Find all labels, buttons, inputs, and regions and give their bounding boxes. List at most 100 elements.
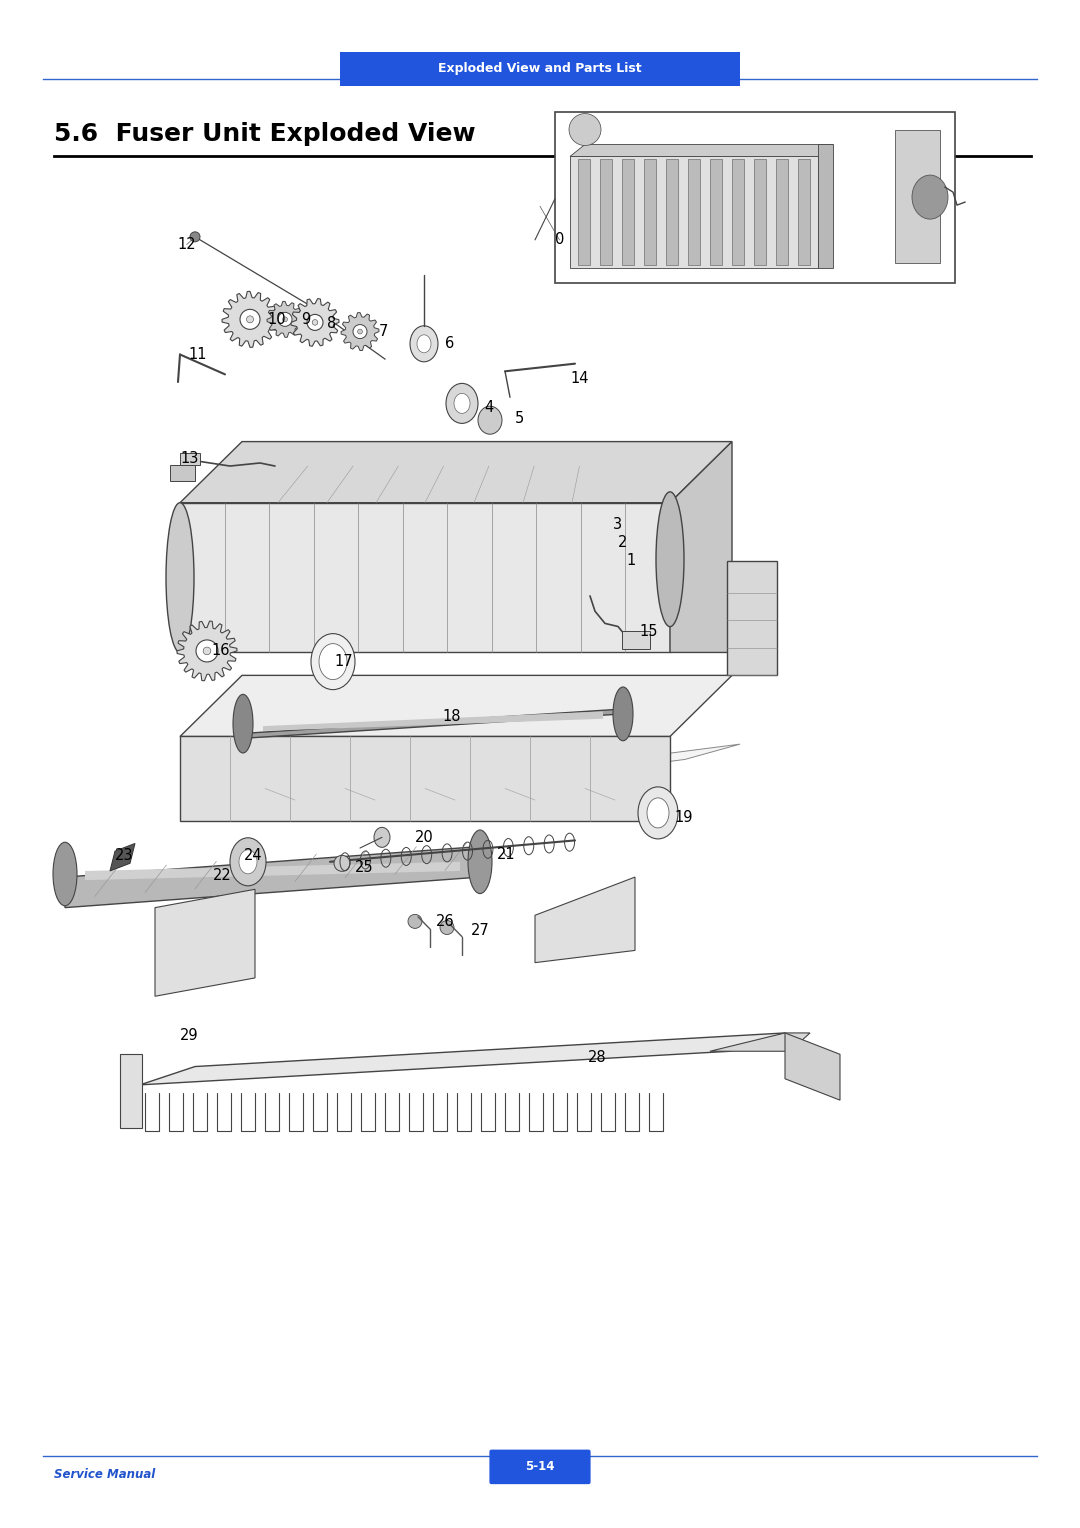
Bar	[622, 159, 634, 264]
Circle shape	[278, 312, 292, 327]
Circle shape	[203, 646, 211, 656]
Ellipse shape	[440, 920, 454, 935]
Polygon shape	[180, 675, 732, 736]
Text: 2: 2	[618, 535, 626, 550]
Circle shape	[312, 319, 318, 325]
Polygon shape	[110, 843, 135, 871]
Text: 12: 12	[177, 237, 197, 252]
Text: 5: 5	[515, 411, 524, 426]
Ellipse shape	[468, 830, 492, 894]
Text: 9: 9	[301, 312, 310, 327]
Circle shape	[240, 309, 260, 330]
Polygon shape	[180, 442, 732, 503]
Bar	[732, 159, 744, 264]
FancyBboxPatch shape	[489, 1450, 591, 1484]
Ellipse shape	[319, 643, 347, 680]
Polygon shape	[222, 292, 278, 347]
Ellipse shape	[230, 837, 266, 886]
Polygon shape	[140, 1033, 785, 1085]
Ellipse shape	[446, 384, 478, 423]
Text: 21: 21	[497, 847, 516, 862]
Text: 5.6  Fuser Unit Exploded View: 5.6 Fuser Unit Exploded View	[54, 122, 475, 147]
Text: 6: 6	[445, 336, 454, 351]
Bar	[120, 1054, 141, 1128]
Polygon shape	[180, 503, 670, 652]
Polygon shape	[570, 145, 833, 156]
Ellipse shape	[638, 787, 678, 839]
Bar	[578, 159, 590, 264]
Text: 24: 24	[243, 848, 262, 863]
Ellipse shape	[374, 827, 390, 848]
Ellipse shape	[233, 694, 253, 753]
Polygon shape	[156, 889, 255, 996]
Polygon shape	[670, 442, 732, 652]
Ellipse shape	[53, 842, 77, 906]
Ellipse shape	[410, 325, 438, 362]
Text: 10: 10	[267, 312, 286, 327]
Polygon shape	[264, 712, 603, 730]
Text: 25: 25	[354, 860, 374, 876]
Bar	[754, 159, 766, 264]
Text: 26: 26	[435, 914, 455, 929]
Circle shape	[307, 315, 323, 330]
Bar	[666, 159, 678, 264]
Ellipse shape	[647, 798, 669, 828]
Polygon shape	[177, 620, 237, 681]
Ellipse shape	[478, 406, 502, 434]
Text: 8: 8	[327, 316, 336, 332]
Polygon shape	[235, 744, 740, 817]
Polygon shape	[341, 313, 379, 350]
Text: 18: 18	[442, 709, 461, 724]
Bar	[798, 159, 810, 264]
Bar	[710, 159, 723, 264]
Ellipse shape	[166, 503, 194, 652]
Bar	[727, 561, 777, 675]
Polygon shape	[243, 709, 623, 738]
Polygon shape	[267, 301, 303, 338]
Bar	[644, 159, 656, 264]
Polygon shape	[535, 877, 635, 963]
Polygon shape	[818, 145, 833, 267]
Bar	[170, 466, 195, 481]
Text: 4: 4	[485, 400, 494, 416]
Text: Service Manual: Service Manual	[54, 1468, 156, 1481]
Text: 7: 7	[379, 324, 388, 339]
Text: Exploded View and Parts List: Exploded View and Parts List	[438, 63, 642, 75]
Ellipse shape	[454, 393, 470, 414]
Text: 27: 27	[471, 923, 490, 938]
Ellipse shape	[239, 850, 257, 874]
Text: 22: 22	[213, 868, 232, 883]
Polygon shape	[710, 1033, 810, 1051]
Ellipse shape	[613, 688, 633, 741]
Text: 23: 23	[114, 848, 134, 863]
Circle shape	[195, 640, 218, 662]
Bar	[688, 159, 700, 264]
Bar	[622, 631, 650, 649]
Ellipse shape	[190, 232, 200, 241]
Text: 14: 14	[570, 371, 590, 387]
Circle shape	[353, 324, 367, 339]
Text: 0: 0	[555, 232, 564, 248]
Text: 16: 16	[211, 643, 230, 659]
Bar	[555, 112, 955, 283]
Bar	[180, 452, 200, 465]
Text: 29: 29	[179, 1028, 199, 1044]
Text: 5-14: 5-14	[525, 1461, 555, 1473]
Bar	[895, 130, 940, 263]
Ellipse shape	[569, 113, 600, 145]
Ellipse shape	[311, 634, 355, 689]
Bar	[600, 159, 612, 264]
Circle shape	[283, 316, 287, 322]
Text: 13: 13	[180, 451, 200, 466]
Polygon shape	[65, 847, 480, 908]
Text: 1: 1	[626, 553, 635, 568]
Ellipse shape	[912, 176, 948, 219]
Ellipse shape	[334, 856, 350, 871]
Bar	[570, 156, 818, 267]
Ellipse shape	[408, 914, 422, 929]
Bar	[777, 159, 788, 264]
Text: 3: 3	[613, 516, 622, 532]
Polygon shape	[291, 298, 339, 347]
Ellipse shape	[417, 335, 431, 353]
Text: 20: 20	[415, 830, 434, 845]
